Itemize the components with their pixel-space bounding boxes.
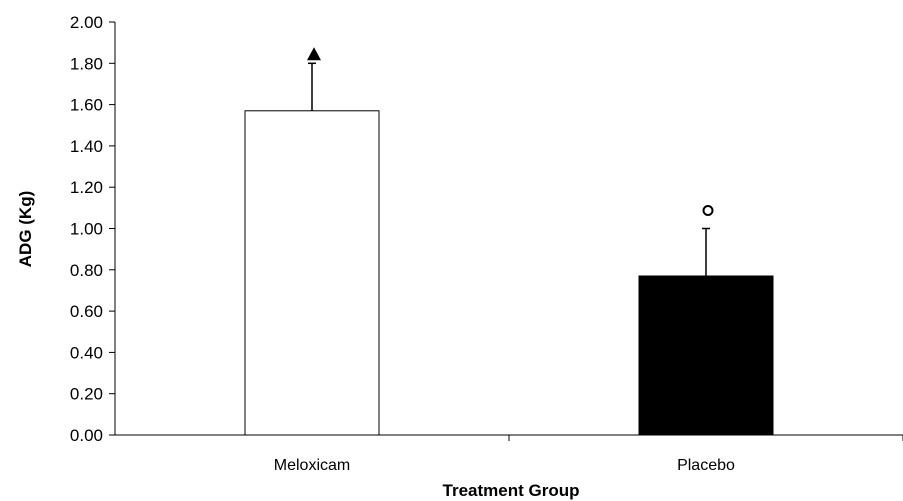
- y-axis: 0.00 0.20 0.40 0.60 0.80 1.00 1.20 1.40 1.60 1.80…: [70, 13, 116, 445]
- y-tick-label: 0.20: [70, 385, 103, 404]
- x-axis-title: Treatment Group: [443, 481, 580, 500]
- y-tick-label: 0.40: [70, 343, 103, 362]
- y-tick-label: 1.80: [70, 54, 103, 73]
- x-axis: Meloxicam Placebo: [115, 434, 903, 474]
- y-tick-label: 2.00: [70, 13, 103, 32]
- x-tick-label: Placebo: [677, 457, 735, 474]
- triangle-marker: [307, 47, 321, 61]
- y-tick-label: 1.40: [70, 137, 103, 156]
- circle-marker: [702, 205, 714, 216]
- x-tick-label: Meloxicam: [274, 457, 350, 474]
- bar-meloxicam: [244, 110, 380, 436]
- y-tick-label: 1.20: [70, 178, 103, 197]
- y-axis-title: ADG (Kg): [16, 191, 35, 267]
- y-tick-label: 0.60: [70, 302, 103, 321]
- y-tick-label: 1.00: [70, 220, 103, 239]
- y-tick-label: 1.60: [70, 96, 103, 115]
- y-tick-label: 0.80: [70, 261, 103, 280]
- y-tick-label: 0.00: [70, 426, 103, 445]
- bars: [244, 47, 774, 436]
- bar-placebo: [638, 275, 774, 436]
